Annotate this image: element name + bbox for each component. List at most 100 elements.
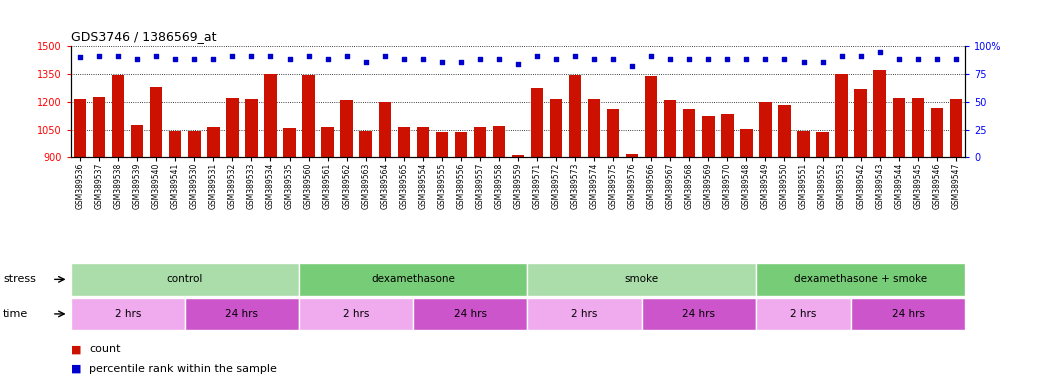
Bar: [74, 99, 86, 324]
Text: 2 hrs: 2 hrs: [114, 309, 141, 319]
Text: stress: stress: [3, 274, 36, 285]
Text: GDS3746 / 1386569_at: GDS3746 / 1386569_at: [71, 30, 216, 43]
Bar: [797, 131, 810, 324]
Point: [453, 59, 469, 65]
Bar: [340, 100, 353, 324]
Bar: [836, 74, 848, 324]
Point: [776, 56, 793, 63]
Point: [300, 53, 317, 59]
Text: ■: ■: [71, 344, 84, 354]
Bar: [759, 102, 771, 324]
Bar: [112, 75, 125, 324]
Text: smoke: smoke: [625, 274, 659, 285]
Point: [281, 56, 298, 63]
Bar: [740, 129, 753, 324]
Point: [605, 56, 622, 63]
Text: 2 hrs: 2 hrs: [571, 309, 598, 319]
Bar: [645, 76, 657, 324]
Point: [871, 48, 887, 55]
Point: [624, 63, 640, 69]
Bar: [93, 97, 105, 324]
Point: [243, 53, 260, 59]
Point: [186, 56, 202, 63]
Point: [357, 59, 374, 65]
Bar: [359, 131, 372, 324]
Bar: [527, 263, 756, 296]
Point: [167, 56, 184, 63]
Point: [719, 56, 736, 63]
Bar: [379, 102, 391, 324]
Point: [491, 56, 508, 63]
Bar: [245, 99, 257, 324]
Bar: [299, 298, 413, 330]
Bar: [185, 298, 299, 330]
Point: [72, 54, 88, 60]
Point: [148, 53, 165, 59]
Bar: [702, 116, 714, 324]
Text: 24 hrs: 24 hrs: [225, 309, 258, 319]
Bar: [778, 104, 791, 324]
Point: [206, 56, 222, 63]
Bar: [322, 127, 334, 324]
Point: [91, 53, 108, 59]
Bar: [436, 132, 448, 324]
Bar: [607, 109, 620, 324]
Point: [681, 56, 698, 63]
Bar: [893, 98, 905, 324]
Bar: [226, 98, 239, 324]
Bar: [816, 132, 828, 324]
Point: [320, 56, 336, 63]
Point: [891, 56, 907, 63]
Point: [414, 56, 431, 63]
Bar: [398, 127, 410, 324]
Text: time: time: [3, 309, 28, 319]
Point: [585, 56, 602, 63]
Bar: [283, 128, 296, 324]
Bar: [299, 263, 527, 296]
Point: [852, 53, 869, 59]
Text: 24 hrs: 24 hrs: [454, 309, 487, 319]
Point: [834, 53, 850, 59]
Point: [814, 59, 830, 65]
Text: count: count: [89, 344, 120, 354]
Bar: [208, 127, 220, 324]
Point: [738, 56, 755, 63]
Point: [471, 56, 488, 63]
Point: [510, 61, 526, 67]
Point: [643, 53, 659, 59]
Bar: [911, 98, 924, 324]
Point: [928, 56, 945, 63]
Bar: [721, 114, 734, 324]
Point: [263, 53, 279, 59]
Bar: [931, 108, 943, 324]
Bar: [455, 132, 467, 324]
Point: [377, 53, 393, 59]
Point: [795, 59, 812, 65]
Bar: [756, 263, 965, 296]
Bar: [756, 298, 851, 330]
Point: [528, 53, 545, 59]
Bar: [71, 298, 185, 330]
Bar: [151, 87, 162, 324]
Bar: [854, 89, 867, 324]
Text: ■: ■: [71, 364, 84, 374]
Bar: [265, 74, 277, 324]
Text: dexamethasone + smoke: dexamethasone + smoke: [794, 274, 927, 285]
Bar: [530, 88, 543, 324]
Text: control: control: [167, 274, 203, 285]
Bar: [169, 131, 182, 324]
Bar: [188, 131, 200, 324]
Bar: [874, 70, 885, 324]
Point: [338, 53, 355, 59]
Point: [948, 56, 964, 63]
Point: [757, 56, 773, 63]
Text: 2 hrs: 2 hrs: [343, 309, 370, 319]
Bar: [131, 125, 143, 324]
Point: [395, 56, 412, 63]
Bar: [71, 263, 299, 296]
Point: [700, 56, 716, 63]
Bar: [664, 100, 677, 324]
Text: dexamethasone: dexamethasone: [372, 274, 456, 285]
Bar: [851, 298, 965, 330]
Point: [909, 56, 926, 63]
